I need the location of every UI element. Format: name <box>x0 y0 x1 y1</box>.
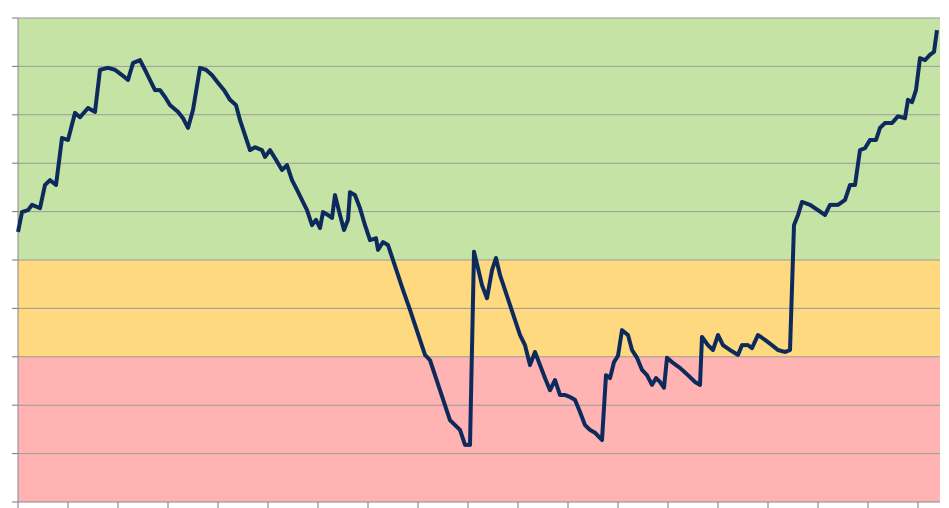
data-line <box>16 29 939 447</box>
background-band <box>18 18 940 260</box>
background-band <box>18 356 940 502</box>
